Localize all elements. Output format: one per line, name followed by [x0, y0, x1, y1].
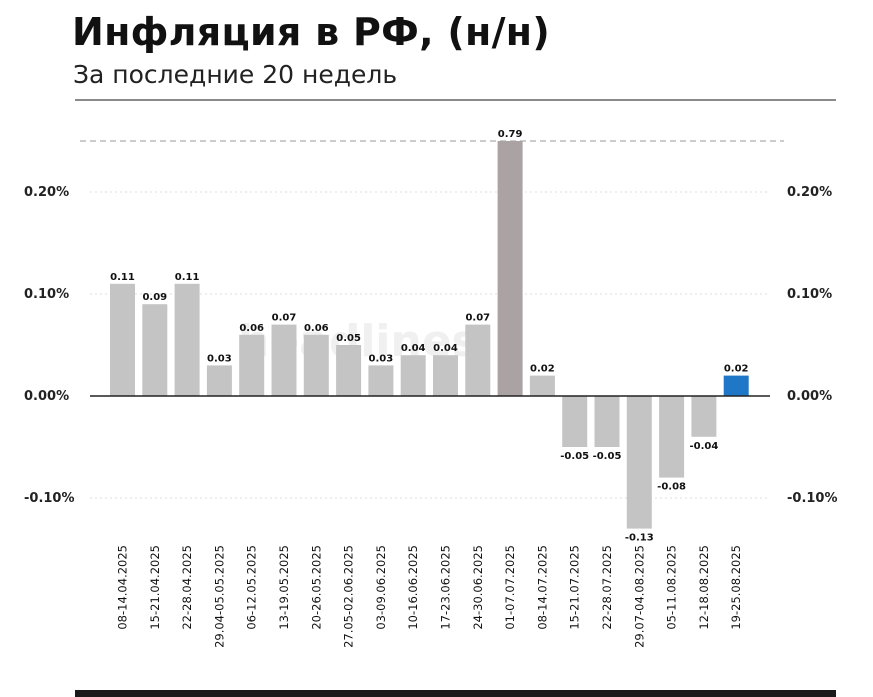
x-category-label: 13-19.05.2025 — [277, 545, 291, 630]
data-label: -0.05 — [593, 451, 622, 462]
x-category-label: 15-21.07.2025 — [568, 545, 582, 630]
data-label: -0.08 — [657, 482, 686, 493]
data-label: 0.06 — [304, 323, 329, 334]
x-category-label: 19-25.08.2025 — [729, 545, 743, 630]
bar — [659, 396, 685, 478]
x-category-label: 27.05-02.06.2025 — [342, 545, 356, 648]
data-label: 0.07 — [272, 313, 297, 324]
data-label: 0.09 — [142, 292, 167, 303]
bar — [626, 396, 652, 529]
data-label: -0.04 — [689, 441, 718, 452]
bar — [433, 355, 458, 396]
data-label: 0.04 — [433, 343, 458, 354]
data-label: 0.06 — [239, 323, 264, 334]
x-category-label: 29.07-04.08.2025 — [632, 545, 646, 648]
y-tick-label-right: 0.20% — [787, 185, 832, 200]
data-label: 0.11 — [110, 272, 135, 283]
bar — [303, 334, 329, 396]
bar — [271, 324, 297, 396]
x-category-label: 24-30.06.2025 — [471, 545, 485, 630]
data-label: 0.02 — [724, 364, 749, 375]
bar — [206, 365, 232, 396]
x-category-label: 22-28.07.2025 — [600, 545, 614, 630]
x-category-label: 08-14.07.2025 — [535, 545, 549, 630]
y-tick-label-right: 0.00% — [787, 389, 832, 404]
x-category-label: 10-16.06.2025 — [406, 545, 420, 630]
x-category-label: 20-26.05.2025 — [309, 545, 323, 630]
y-tick-label-left: 0.10% — [24, 287, 69, 302]
page-title: Инфляция в РФ, (н/н) — [72, 10, 551, 54]
data-label: 0.04 — [401, 343, 426, 354]
data-label: -0.13 — [625, 533, 654, 544]
data-label: 0.03 — [207, 353, 232, 364]
bar — [174, 283, 200, 396]
bar — [723, 375, 749, 396]
data-label: 0.02 — [530, 364, 555, 375]
bar — [336, 345, 362, 396]
y-tick-label-left: 0.00% — [24, 389, 69, 404]
x-category-label: 17-23.06.2025 — [439, 545, 453, 630]
data-label: 0.05 — [336, 333, 361, 344]
x-category-label: 29.04-05.05.2025 — [212, 545, 226, 648]
bar — [497, 141, 523, 396]
bar — [594, 396, 620, 447]
bar — [400, 355, 426, 396]
y-tick-label-left: 0.20% — [24, 185, 69, 200]
bar — [110, 283, 135, 396]
data-label: -0.05 — [560, 451, 589, 462]
x-category-label: 05-11.08.2025 — [665, 545, 679, 630]
y-tick-label-right: -0.10% — [787, 491, 838, 506]
data-label: 0.11 — [175, 272, 200, 283]
bar — [465, 324, 491, 396]
bar — [368, 365, 394, 396]
title-divider — [75, 99, 836, 101]
data-label: 0.03 — [369, 353, 394, 364]
y-tick-label-right: 0.10% — [787, 287, 832, 302]
page-subtitle: За последние 20 недель — [73, 60, 398, 89]
data-label: 0.07 — [465, 313, 490, 324]
x-category-label: 15-21.04.2025 — [148, 545, 162, 630]
x-category-label: 01-07.07.2025 — [503, 545, 517, 630]
bottom-border — [75, 690, 836, 697]
bar — [142, 304, 168, 396]
x-category-label: 03-09.06.2025 — [374, 545, 388, 630]
bar — [239, 334, 265, 396]
x-category-label: 22-28.04.2025 — [180, 545, 194, 630]
bar — [562, 396, 588, 447]
x-category-label: 06-12.05.2025 — [245, 545, 259, 630]
data-label: 0.79 — [498, 129, 523, 140]
bar — [691, 396, 717, 437]
x-category-label: 08-14.04.2025 — [116, 545, 130, 630]
x-category-label: 12-18.08.2025 — [697, 545, 711, 630]
bar — [529, 375, 555, 396]
y-tick-label-left: -0.10% — [24, 491, 75, 506]
